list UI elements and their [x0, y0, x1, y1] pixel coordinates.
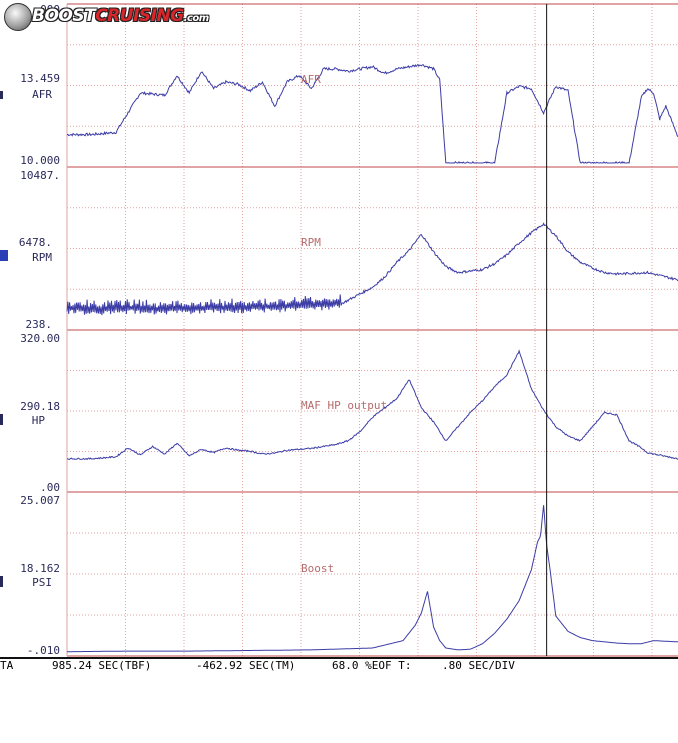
rpm-mid-label: 6478. [19, 236, 52, 249]
hp-mid-label: 290.18 [20, 400, 60, 413]
rpm-bottom-label: 238. [26, 318, 53, 331]
psi-top-label: 25.007 [20, 494, 60, 507]
scope-chart: 000 13.459 AFR 10.000 AFR 10487. 6478. R… [0, 3, 678, 657]
psi-ylabel: PSI [32, 576, 52, 589]
traces [66, 4, 678, 656]
rpm-channel-marker[interactable] [0, 250, 8, 261]
status-left: TA [0, 659, 14, 672]
status-eof: 68.0 %EOF T: [332, 659, 412, 672]
afr-channel-name: AFR [301, 73, 321, 86]
psi-channel-name: Boost [301, 562, 334, 575]
psi-mid-label: 18.162 [20, 562, 60, 575]
trace-psi [67, 505, 678, 653]
hp-ylabel: HP [32, 414, 46, 427]
hp-top-label: 320.00 [20, 332, 60, 345]
trace-afr [66, 63, 678, 164]
grid [66, 3, 678, 657]
afr-top-label: 000 [40, 3, 60, 16]
logo-gauge-icon [4, 3, 32, 31]
hp-channel-marker [0, 414, 3, 425]
hp-channel-name: MAF HP output [301, 399, 387, 412]
status-tm: -462.92 SEC(TM) [196, 659, 296, 672]
trace-rpm [66, 222, 678, 316]
afr-channel-marker [0, 91, 3, 99]
trace-hp [66, 349, 678, 461]
afr-ylabel: AFR [32, 88, 52, 101]
hp-bottom-label: .00 [40, 481, 60, 494]
rpm-ylabel: RPM [32, 251, 52, 264]
rpm-channel-name: RPM [301, 236, 321, 249]
status-div: .80 SEC/DIV [442, 659, 515, 672]
status-bar: TA 985.24 SEC(TBF) -462.92 SEC(TM) 68.0 … [0, 657, 678, 674]
axis-labels: 000 13.459 AFR 10.000 AFR 10487. 6478. R… [19, 3, 387, 657]
psi-channel-marker [0, 576, 3, 587]
afr-bottom-label: 10.000 [20, 154, 60, 167]
logo-wordmark: BOOSTCRUISING.com [32, 6, 209, 26]
rpm-top-label: 10487. [20, 169, 60, 182]
afr-mid-label: 13.459 [20, 72, 60, 85]
boostcruising-logo: BOOSTCRUISING.com [4, 2, 209, 32]
psi-bottom-label: -.010 [27, 644, 60, 657]
status-tbf: 985.24 SEC(TBF) [52, 659, 152, 672]
